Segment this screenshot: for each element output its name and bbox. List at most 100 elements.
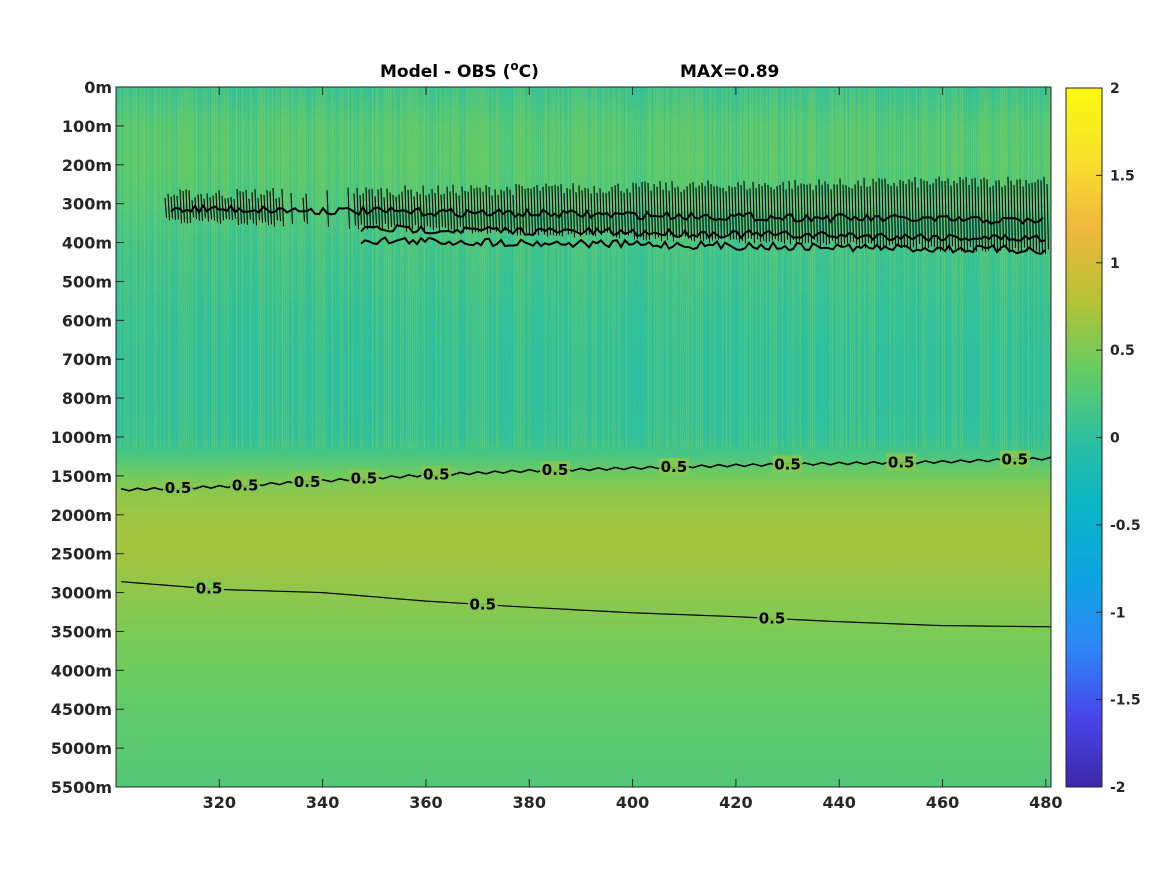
- heatmap-stripe: [590, 87, 591, 449]
- y-tick-label: 4000m: [51, 661, 112, 680]
- noisy-contour-row: [170, 203, 1044, 225]
- heatmap-stripe: [646, 87, 647, 449]
- heatmap-stripe: [328, 87, 329, 449]
- heatmap-stripe: [398, 87, 399, 449]
- contour-label: 0.5: [1002, 451, 1029, 469]
- heatmap-stripe: [464, 87, 465, 449]
- heatmap-stripe: [430, 87, 431, 449]
- heatmap-stripe: [962, 87, 963, 449]
- heatmap-stripe: [408, 87, 409, 449]
- heatmap-stripe: [500, 87, 501, 449]
- heatmap-stripe: [874, 87, 875, 449]
- heatmap-stripe: [728, 87, 729, 449]
- heatmap-stripe: [484, 87, 485, 449]
- heatmap-stripe: [972, 87, 973, 449]
- heatmap-stripe: [200, 87, 201, 449]
- y-tick-label: 3000m: [51, 584, 112, 603]
- heatmap-stripe: [316, 87, 317, 449]
- heatmap-stripe: [740, 87, 741, 449]
- heatmap-stripe: [982, 87, 983, 449]
- y-tick-label: 2500m: [51, 545, 112, 564]
- heatmap-stripe: [446, 87, 447, 449]
- heatmap-stripe: [998, 87, 999, 449]
- contour-line: [121, 581, 1051, 628]
- x-tick-label: 400: [616, 793, 649, 812]
- heatmap-stripe: [842, 87, 843, 449]
- heatmap-stripe: [690, 87, 691, 449]
- heatmap-stripe: [366, 87, 367, 449]
- heatmap-stripe: [810, 87, 811, 449]
- heatmap-stripe: [754, 87, 755, 449]
- heatmap-stripe: [736, 87, 737, 449]
- contour-label-bg: [999, 450, 1030, 468]
- contour-label-bg: [467, 595, 498, 613]
- heatmap-stripe: [844, 87, 845, 449]
- heatmap-stripe: [628, 87, 629, 449]
- contour-label-bg: [658, 458, 689, 476]
- x-tick-label: 340: [306, 793, 339, 812]
- heatmap-stripe: [922, 87, 923, 449]
- heatmap-stripe: [1034, 87, 1035, 449]
- heatmap-stripe: [582, 87, 583, 449]
- heatmap-stripe: [544, 87, 545, 449]
- heatmap-stripe: [370, 87, 371, 449]
- y-tick-label: 300m: [62, 195, 112, 214]
- heatmap-stripe: [708, 87, 709, 449]
- heatmap-stripe: [188, 87, 189, 449]
- heatmap-stripe: [578, 87, 579, 449]
- heatmap-stripe: [1024, 87, 1025, 449]
- heatmap-stripe: [698, 87, 699, 449]
- heatmap-stripe: [522, 87, 523, 449]
- heatmap-stripe: [738, 87, 739, 449]
- heatmap-stripe: [556, 87, 557, 449]
- heatmap-stripe: [660, 87, 661, 449]
- heatmap-stripe: [668, 87, 669, 449]
- heatmap-stripe: [934, 87, 935, 449]
- heatmap-stripe: [176, 87, 177, 449]
- contour-label-bg: [540, 461, 571, 479]
- heatmap-stripe: [832, 87, 833, 449]
- heatmap-stripe: [382, 87, 383, 449]
- heatmap-stripe: [618, 87, 619, 449]
- x-tick-label: 460: [926, 793, 959, 812]
- heatmap-stripe: [694, 87, 695, 449]
- heatmap-stripe: [792, 87, 793, 449]
- heatmap-stripe: [756, 87, 757, 449]
- heatmap-stripe: [252, 87, 253, 449]
- heatmap-stripe: [606, 87, 607, 449]
- heatmap-stripe: [360, 87, 361, 449]
- heatmap-stripe: [798, 87, 799, 449]
- heatmap-stripe: [696, 87, 697, 449]
- heatmap-stripe: [160, 87, 161, 449]
- heatmap-stripe: [312, 87, 313, 449]
- heatmap-stripe: [1010, 87, 1011, 449]
- heatmap-stripe: [454, 87, 455, 449]
- heatmap-stripe: [656, 87, 657, 449]
- heatmap-stripe: [418, 87, 419, 449]
- heatmap-stripe: [336, 87, 337, 449]
- contour-label-bg: [772, 455, 803, 473]
- heatmap-stripe: [290, 87, 291, 449]
- heatmap-stripe: [332, 87, 333, 449]
- heatmap-stripe: [818, 87, 819, 449]
- heatmap-stripe: [688, 87, 689, 449]
- heatmap-stripe: [164, 87, 165, 449]
- heatmap-stripe: [516, 87, 517, 449]
- heatmap-stripe: [610, 87, 611, 449]
- heatmap-stripe: [746, 87, 747, 449]
- heatmap-stripe: [718, 87, 719, 449]
- heatmap-stripe: [404, 87, 405, 449]
- heatmap-stripe: [766, 87, 767, 449]
- noisy-contour-row: [360, 224, 1046, 243]
- heatmap-stripe: [560, 87, 561, 449]
- heatmap-stripe: [862, 87, 863, 449]
- heatmap-stripe: [594, 87, 595, 449]
- heatmap-stripe: [458, 87, 459, 449]
- y-tick-label: 1000m: [51, 428, 112, 447]
- heatmap-stripe: [752, 87, 753, 449]
- heatmap-stripe: [396, 87, 397, 449]
- colorbar-tick-label: 2: [1110, 81, 1120, 97]
- heatmap-stripe: [212, 87, 213, 449]
- heatmap-stripe: [928, 87, 929, 449]
